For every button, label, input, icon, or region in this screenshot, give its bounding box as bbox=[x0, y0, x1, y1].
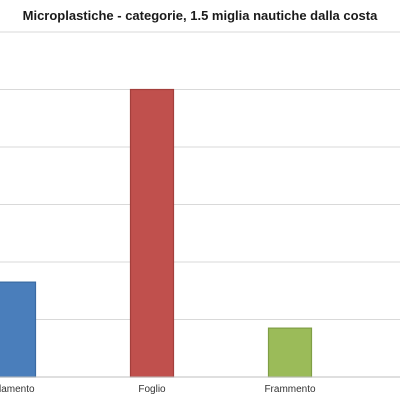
x-tick-label: Foglio bbox=[138, 384, 166, 395]
bar-1 bbox=[0, 281, 37, 378]
x-tick-label: lamento bbox=[0, 384, 35, 395]
category-labels: lamento Foglio Frammento bbox=[0, 384, 316, 395]
x-tick-label: Frammento bbox=[264, 384, 316, 395]
chart-title: Microplastiche - categorie, 1.5 miglia n… bbox=[23, 8, 378, 23]
bars bbox=[0, 88, 313, 378]
bar-3 bbox=[267, 327, 313, 378]
gridlines bbox=[0, 31, 400, 320]
bar-2 bbox=[129, 88, 175, 378]
